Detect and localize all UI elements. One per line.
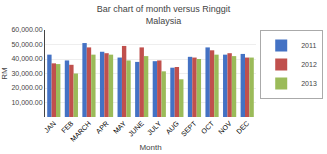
svg-text:2013: 2013: [301, 80, 317, 87]
svg-text:10,000.00: 10,000.00: [11, 99, 42, 106]
svg-text:FEB: FEB: [60, 120, 75, 135]
svg-text:RM: RM: [0, 67, 9, 80]
svg-text:60,000.00: 60,000.00: [11, 26, 42, 33]
svg-text:JULY: JULY: [146, 120, 163, 137]
svg-text:AUG: AUG: [164, 120, 180, 136]
svg-text:Bar chart of month versus Ring: Bar chart of month versus RinggitMalaysi…: [97, 4, 231, 26]
svg-text:2012: 2012: [301, 61, 317, 68]
svg-text:30,000.00: 30,000.00: [11, 70, 42, 77]
svg-text:SEPT: SEPT: [180, 119, 198, 137]
svg-text:JUNE: JUNE: [127, 119, 145, 137]
svg-text:MAY: MAY: [112, 120, 128, 136]
svg-text:JAN: JAN: [43, 120, 57, 134]
svg-text:OCT: OCT: [200, 119, 216, 135]
svg-text:MARCH: MARCH: [69, 120, 92, 143]
svg-text:40,000.00: 40,000.00: [11, 55, 42, 62]
svg-text:20,000.00: 20,000.00: [11, 84, 42, 91]
svg-text:50,000.00: 50,000.00: [11, 41, 42, 48]
svg-text:NOV: NOV: [217, 120, 233, 136]
svg-text:APR: APR: [95, 120, 110, 135]
svg-text:DEC: DEC: [235, 120, 250, 135]
svg-text:2011: 2011: [301, 42, 316, 49]
svg-text:Month: Month: [139, 143, 161, 152]
